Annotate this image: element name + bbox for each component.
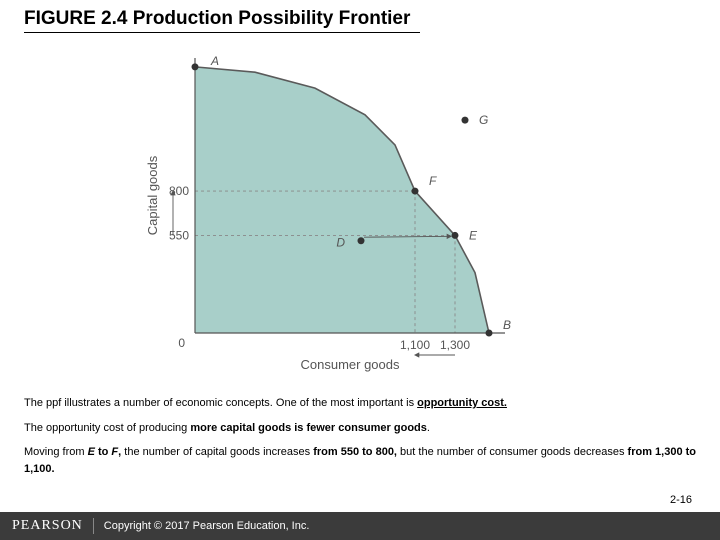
y-axis-label: Capital goods	[145, 155, 160, 235]
y-tick-550: 550	[169, 228, 189, 242]
caption-line-2: The opportunity cost of producing more c…	[24, 420, 696, 437]
point-label-A: A	[210, 54, 219, 68]
title-underline	[24, 32, 420, 33]
y-tick-800: 800	[169, 184, 189, 198]
point-label-B: B	[503, 318, 511, 332]
point-D	[358, 237, 365, 244]
point-F	[412, 188, 419, 195]
x-tick-1300: 1,300	[440, 338, 470, 352]
point-label-D: D	[336, 236, 345, 250]
x-tick-1100: 1,100	[400, 338, 430, 352]
origin-label: 0	[178, 336, 185, 350]
point-A	[192, 63, 199, 70]
pearson-logo: PEARSON	[12, 518, 83, 534]
point-G	[462, 117, 469, 124]
footer-left: PEARSON Copyright © 2017 Pearson Educati…	[12, 518, 309, 534]
footer-bar: PEARSON Copyright © 2017 Pearson Educati…	[0, 512, 720, 540]
page-number: 2-16	[670, 494, 692, 506]
point-E	[452, 232, 459, 239]
copyright-text: Copyright © 2017 Pearson Education, Inc.	[104, 520, 310, 532]
figure-title: FIGURE 2.4 Production Possibility Fronti…	[24, 8, 410, 30]
point-label-F: F	[429, 174, 437, 188]
caption-line-1: The ppf illustrates a number of economic…	[24, 395, 696, 412]
chart-svg: 550 800 1,100 1,300 0 Capital goods Consumer g…	[140, 48, 540, 378]
ppf-fill	[195, 67, 489, 333]
point-label-G: G	[479, 113, 488, 127]
point-B	[486, 330, 493, 337]
x-axis-label: Consumer goods	[301, 357, 400, 372]
caption-block: The ppf illustrates a number of economic…	[24, 395, 696, 485]
point-label-E: E	[469, 228, 478, 242]
ppf-chart: 550 800 1,100 1,300 0 Capital goods Consumer g…	[140, 48, 540, 378]
caption-line-3: Moving from E to F, the number of capita…	[24, 444, 696, 477]
divider-icon	[93, 518, 94, 534]
